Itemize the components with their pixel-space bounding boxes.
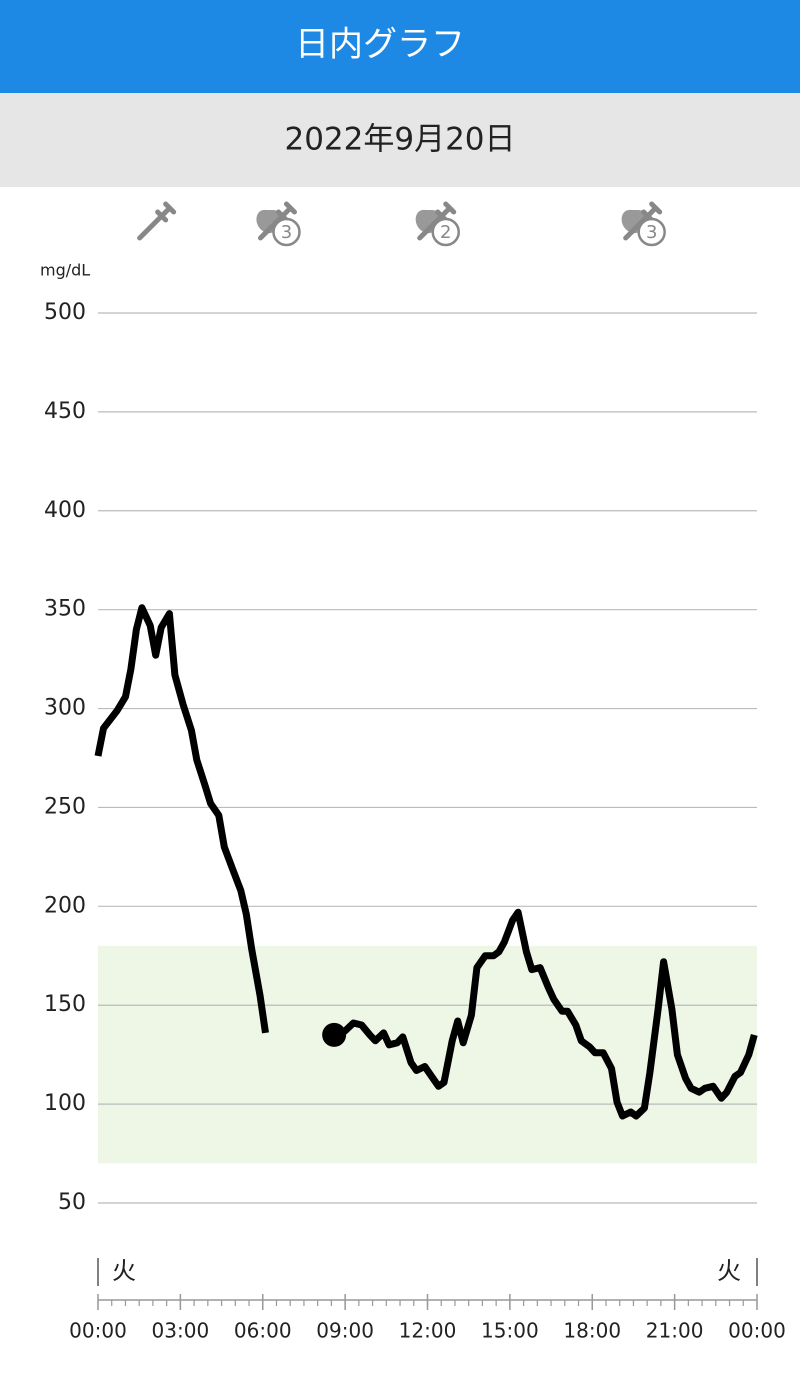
app-bar xyxy=(0,0,800,93)
event-icon xyxy=(137,201,177,241)
app-title: 日内グラフ xyxy=(295,25,465,65)
syringe-icon xyxy=(417,201,457,241)
y-tick-label: 350 xyxy=(44,597,86,622)
y-tick-label: 50 xyxy=(58,1190,86,1215)
y-tick-label: 200 xyxy=(44,893,86,918)
dose-badge xyxy=(431,217,460,247)
x-tick-label: 09:00 xyxy=(316,1319,374,1343)
dose-badge xyxy=(637,217,666,247)
sensor-start-marker xyxy=(322,1022,347,1047)
x-tick-label: 21:00 xyxy=(646,1319,704,1343)
y-tick-label: 300 xyxy=(44,696,86,721)
y-tick-label: 100 xyxy=(44,1091,86,1116)
syringe-icon xyxy=(137,201,177,241)
date: 2022年9月20日 xyxy=(284,122,515,158)
glucose-line xyxy=(94,604,758,1120)
x-tick-label: 18:00 xyxy=(563,1319,621,1343)
x-tick-label: 00:00 xyxy=(728,1319,786,1343)
y-tick-label: 400 xyxy=(44,498,86,523)
dose-count: 3 xyxy=(281,222,292,243)
y-axis-label: mg/dL xyxy=(40,261,90,280)
event-icon: 3 xyxy=(621,201,666,247)
target-range xyxy=(98,945,757,1164)
y-tick-label: 150 xyxy=(44,992,86,1017)
syringe-icon xyxy=(623,201,663,241)
syringe-icon xyxy=(257,201,297,241)
x-tick-label: 00:00 xyxy=(69,1319,127,1343)
day-label: 火 xyxy=(112,1257,136,1285)
event-icon: 2 xyxy=(415,201,460,247)
day-label: 火 xyxy=(717,1257,741,1285)
dose-count: 3 xyxy=(646,222,657,243)
x-tick-label: 06:00 xyxy=(234,1319,292,1343)
event-icon: 3 xyxy=(256,201,301,247)
y-tick-label: 450 xyxy=(44,399,86,424)
dose-badge xyxy=(272,217,301,247)
x-tick-label: 15:00 xyxy=(481,1319,539,1343)
y-tick-label: 250 xyxy=(44,794,86,819)
dose-count: 2 xyxy=(440,222,451,243)
x-tick-label: 03:00 xyxy=(152,1319,210,1343)
date-bar xyxy=(0,93,800,187)
y-tick-label: 500 xyxy=(44,300,86,325)
x-tick-label: 12:00 xyxy=(399,1319,457,1343)
